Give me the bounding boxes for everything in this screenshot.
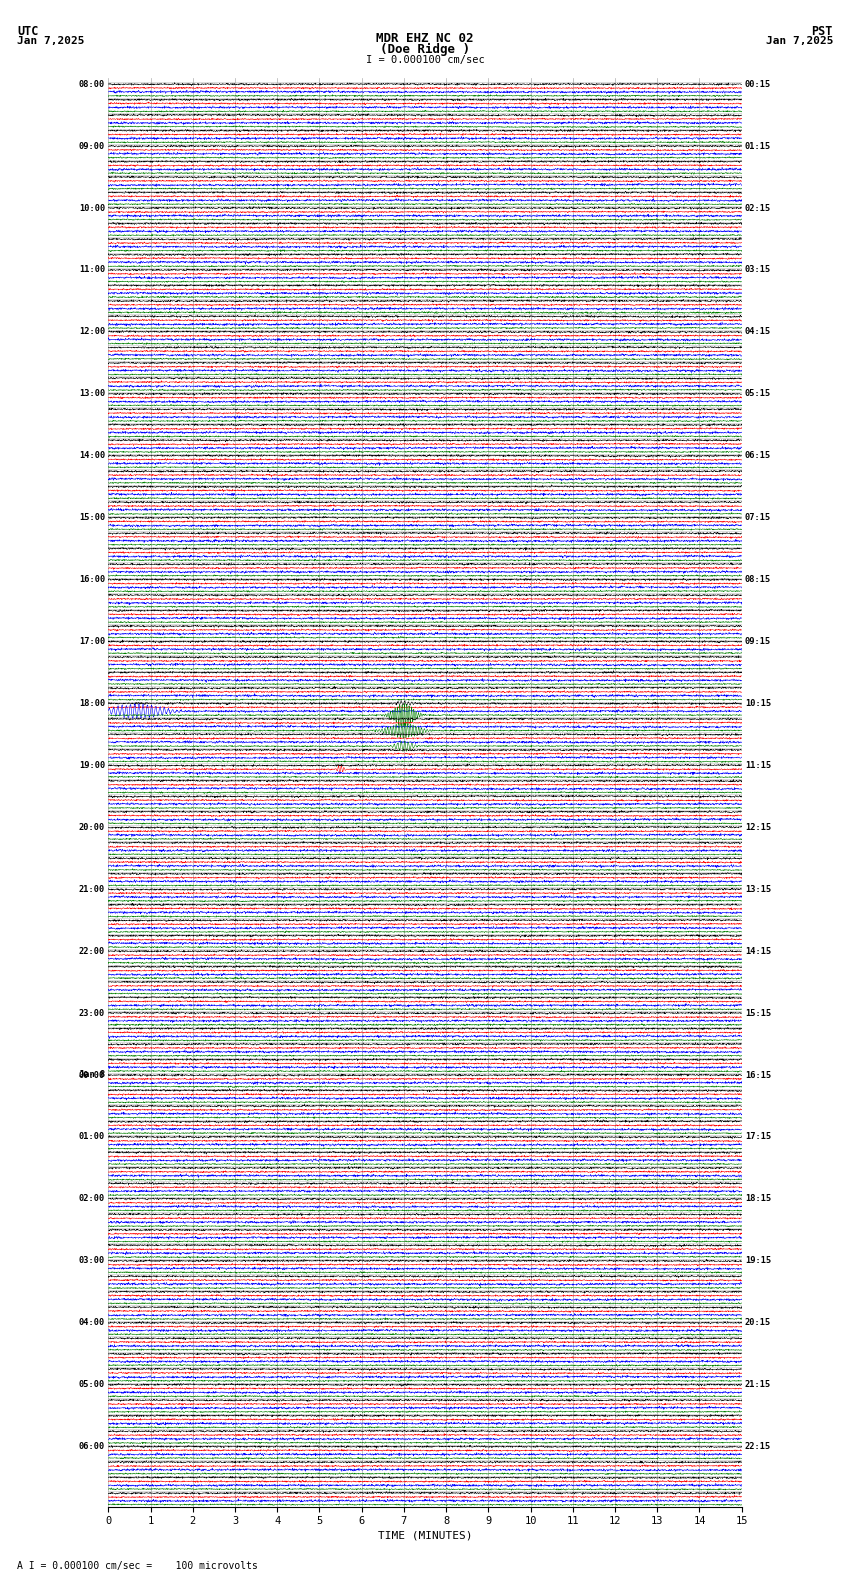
Text: 18:15: 18:15 <box>745 1194 771 1204</box>
Text: (Doe Ridge ): (Doe Ridge ) <box>380 43 470 55</box>
Text: 06:00: 06:00 <box>79 1441 105 1451</box>
Text: 21:15: 21:15 <box>745 1380 771 1389</box>
Text: 18:00: 18:00 <box>79 699 105 708</box>
Text: 12:00: 12:00 <box>79 328 105 336</box>
Text: 13:00: 13:00 <box>79 390 105 398</box>
Text: 14:15: 14:15 <box>745 947 771 955</box>
Text: 06:15: 06:15 <box>745 451 771 461</box>
Text: Jan 8: Jan 8 <box>79 1069 105 1079</box>
Text: 05:00: 05:00 <box>79 1380 105 1389</box>
Text: 03:15: 03:15 <box>745 266 771 274</box>
Text: 16:00: 16:00 <box>79 575 105 584</box>
Text: 14:00: 14:00 <box>79 451 105 461</box>
Text: 15:00: 15:00 <box>79 513 105 523</box>
Text: 11:00: 11:00 <box>79 266 105 274</box>
Text: 10:15: 10:15 <box>745 699 771 708</box>
Text: 05:15: 05:15 <box>745 390 771 398</box>
Text: 19:15: 19:15 <box>745 1256 771 1266</box>
Text: 01:15: 01:15 <box>745 141 771 150</box>
Text: 08:15: 08:15 <box>745 575 771 584</box>
Text: Jan 7,2025: Jan 7,2025 <box>766 36 833 46</box>
Text: 22:15: 22:15 <box>745 1441 771 1451</box>
Text: 08:00: 08:00 <box>79 79 105 89</box>
Text: 01:00: 01:00 <box>79 1133 105 1142</box>
Text: 17:00: 17:00 <box>79 637 105 646</box>
Text: 20:00: 20:00 <box>79 822 105 832</box>
Text: 22:00: 22:00 <box>79 947 105 955</box>
Text: 12:15: 12:15 <box>745 822 771 832</box>
Text: 20:15: 20:15 <box>745 1318 771 1327</box>
Text: PST: PST <box>812 25 833 38</box>
Text: 00:15: 00:15 <box>745 79 771 89</box>
Text: 23:00: 23:00 <box>79 1009 105 1017</box>
Text: 02:15: 02:15 <box>745 203 771 212</box>
Text: MDR EHZ NC 02: MDR EHZ NC 02 <box>377 32 473 44</box>
Text: 15:15: 15:15 <box>745 1009 771 1017</box>
Text: Jan 7,2025: Jan 7,2025 <box>17 36 84 46</box>
Text: 09:00: 09:00 <box>79 141 105 150</box>
Text: 03:00: 03:00 <box>79 1256 105 1266</box>
Text: 10:00: 10:00 <box>79 203 105 212</box>
Text: 21:00: 21:00 <box>79 885 105 893</box>
Text: I = 0.000100 cm/sec: I = 0.000100 cm/sec <box>366 55 484 65</box>
Text: 04:00: 04:00 <box>79 1318 105 1327</box>
Text: 17:15: 17:15 <box>745 1133 771 1142</box>
Text: 11:15: 11:15 <box>745 760 771 770</box>
X-axis label: TIME (MINUTES): TIME (MINUTES) <box>377 1530 473 1541</box>
Text: A I = 0.000100 cm/sec =    100 microvolts: A I = 0.000100 cm/sec = 100 microvolts <box>17 1562 258 1571</box>
Text: 19:00: 19:00 <box>79 760 105 770</box>
Text: 13:15: 13:15 <box>745 885 771 893</box>
Text: 07:15: 07:15 <box>745 513 771 523</box>
Text: UTC: UTC <box>17 25 38 38</box>
Text: 00:00: 00:00 <box>79 1071 105 1080</box>
Text: 16:15: 16:15 <box>745 1071 771 1080</box>
Text: 04:15: 04:15 <box>745 328 771 336</box>
Text: 09:15: 09:15 <box>745 637 771 646</box>
Text: 02:00: 02:00 <box>79 1194 105 1204</box>
